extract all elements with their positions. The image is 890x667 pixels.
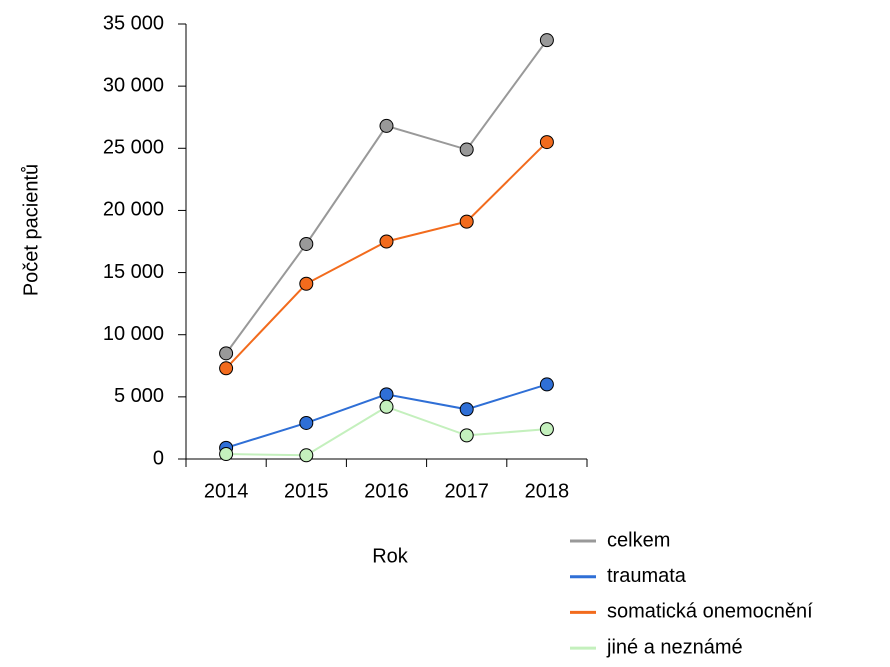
legend-label: traumata [607,565,687,587]
y-tick-label: 20 000 [103,199,164,221]
data-point [379,387,394,402]
data-point [539,422,554,437]
data-point [459,402,474,417]
x-tick-label: 2014 [204,480,249,502]
data-point [539,377,554,392]
data-point [299,276,314,291]
y-tick-label: 10 000 [103,323,164,345]
series-line [226,405,547,457]
y-axis-label: Počet pacientů [20,164,42,296]
data-point [299,415,314,430]
y-tick-label: 25 000 [103,137,164,159]
legend-label: somatická onemocnění [607,601,813,623]
y-tick-label: 15 000 [103,261,164,283]
data-point [219,361,234,376]
data-point [539,33,554,48]
x-tick-label: 2015 [284,480,329,502]
x-tick-label: 2016 [364,480,409,502]
data-point [219,346,234,361]
x-axis-label: Rok [372,545,409,567]
data-point [379,234,394,249]
x-tick-label: 2017 [444,480,489,502]
series-line [225,39,548,354]
y-tick-label: 0 [153,447,164,469]
series-line [225,141,548,369]
x-tick-label: 2018 [525,480,570,502]
y-tick-label: 30 000 [103,74,164,96]
legend-label: celkem [607,529,670,551]
legend-label: jiné a neznámé [606,636,743,658]
data-point [539,135,554,150]
y-tick-label: 35 000 [103,12,164,34]
data-point [219,447,234,462]
data-point [459,428,474,443]
data-point [379,118,394,133]
data-point [299,448,314,463]
data-point [459,214,474,229]
data-point [299,236,314,251]
data-point [379,399,394,414]
y-tick-label: 5 000 [114,385,164,407]
data-point [459,142,474,157]
